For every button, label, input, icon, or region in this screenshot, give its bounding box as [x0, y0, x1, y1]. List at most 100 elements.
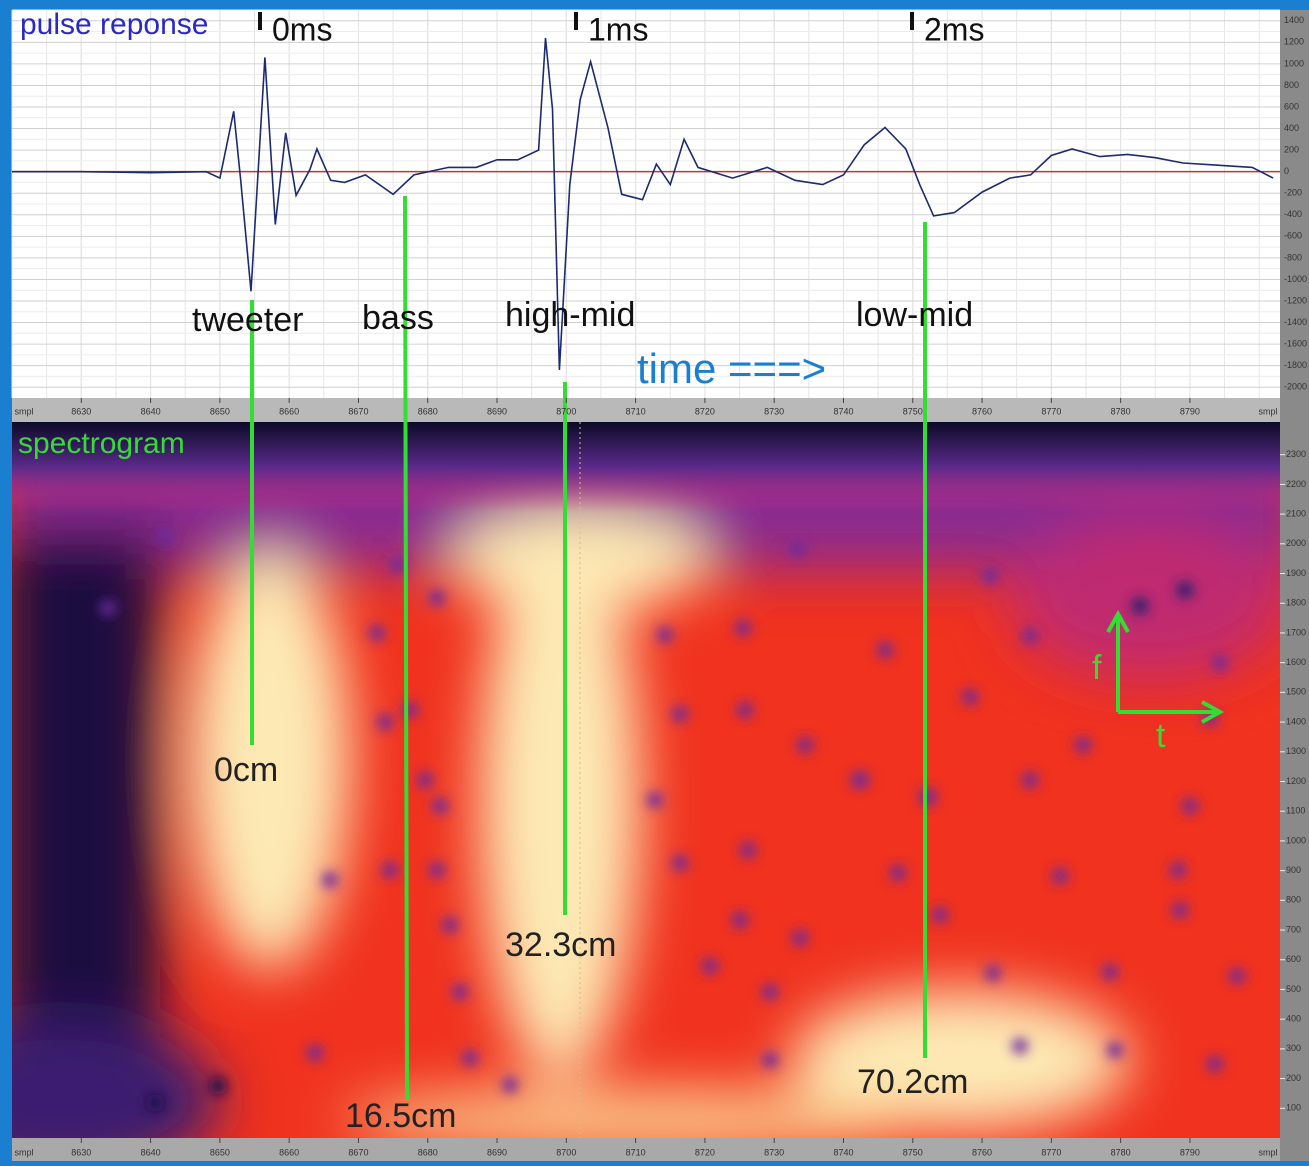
y-tick-label: -2000	[1284, 382, 1307, 392]
axis-t-label: t	[1156, 717, 1166, 755]
y-tick-label: 2100	[1286, 508, 1306, 518]
x-unit-label: smpl	[1258, 406, 1277, 416]
x-tick-label: 8710	[626, 1147, 646, 1157]
x-tick-label: 8630	[71, 406, 91, 416]
axis-f-label: f	[1092, 649, 1102, 687]
y-tick-label: 600	[1286, 954, 1301, 964]
y-tick-label: 1500	[1286, 687, 1306, 697]
x-unit-label: smpl	[1258, 1147, 1277, 1157]
distance-label: 32.3cm	[505, 926, 617, 964]
x-tick-label: 8750	[903, 1147, 923, 1157]
x-tick-label: 8650	[210, 1147, 230, 1157]
y-tick-label: -800	[1284, 252, 1302, 262]
distance-label: 0cm	[214, 751, 278, 789]
x-tick-label: 8770	[1041, 406, 1061, 416]
x-tick-label: 8640	[141, 1147, 161, 1157]
x-tick-label: 8690	[487, 406, 507, 416]
y-tick-label: -1000	[1284, 274, 1307, 284]
y-tick-label: 200	[1284, 144, 1299, 154]
driver-label: low-mid	[856, 296, 973, 334]
time-mark-label: 1ms	[588, 11, 648, 47]
y-tick-label: -600	[1284, 231, 1302, 241]
x-tick-label: 8680	[418, 406, 438, 416]
x-tick-label: 8660	[279, 1147, 299, 1157]
x-tick-label: 8700	[556, 406, 576, 416]
driver-label: tweeter	[192, 301, 304, 339]
y-tick-label: 700	[1286, 924, 1301, 934]
x-unit-label: smpl	[14, 1147, 33, 1157]
spectrogram-title: spectrogram	[18, 427, 185, 460]
y-tick-label: 1200	[1286, 776, 1306, 786]
x-tick-label: 8680	[418, 1147, 438, 1157]
y-tick-label: 0	[1284, 166, 1289, 176]
y-tick-label: 2000	[1286, 538, 1306, 548]
y-tick-label: 1200	[1284, 37, 1304, 47]
y-tick-label: 2200	[1286, 479, 1306, 489]
spectrogram-image	[0, 400, 1300, 1161]
y-tick-label: 200	[1286, 1073, 1301, 1083]
time-label: time ===>	[637, 345, 826, 392]
x-tick-label: 8730	[764, 406, 784, 416]
y-tick-label: -1600	[1284, 338, 1307, 348]
x-tick-label: 8670	[348, 406, 368, 416]
y-tick-label: 100	[1286, 1103, 1301, 1113]
driver-label: bass	[362, 299, 434, 337]
y-tick-label: 500	[1286, 984, 1301, 994]
x-tick-label: 8740	[833, 406, 853, 416]
distance-label: 16.5cm	[345, 1097, 457, 1135]
x-tick-label: 8760	[972, 406, 992, 416]
y-tick-label: -1400	[1284, 317, 1307, 327]
x-tick-label: 8700	[556, 1147, 576, 1157]
y-tick-label: 400	[1284, 123, 1299, 133]
x-unit-label: smpl	[14, 406, 33, 416]
y-tick-label: 300	[1286, 1043, 1301, 1053]
chart: f t pulse reponse spectrogram time ===> …	[0, 0, 1309, 1161]
x-tick-label: 8660	[279, 406, 299, 416]
x-tick-label: 8750	[903, 406, 923, 416]
x-tick-label: 8670	[348, 1147, 368, 1157]
distance-label: 70.2cm	[857, 1063, 969, 1101]
y-tick-label: 1400	[1284, 15, 1304, 25]
y-tick-label: 1700	[1286, 627, 1306, 637]
driver-label: high-mid	[505, 296, 635, 334]
y-tick-label: 1100	[1286, 806, 1305, 816]
x-tick-label: 8650	[210, 406, 230, 416]
y-tick-label: 400	[1286, 1014, 1301, 1024]
x-tick-label: 8720	[695, 406, 715, 416]
x-tick-label: 8630	[71, 1147, 91, 1157]
page: {"chart_data": { "type": "line", "title"…	[0, 0, 1309, 1161]
y-tick-label: 1400	[1286, 716, 1306, 726]
x-tick-label: 8710	[626, 406, 646, 416]
y-tick-label: 2300	[1286, 449, 1306, 459]
y-tick-label: 1000	[1286, 835, 1306, 845]
time-mark-label: 2ms	[924, 11, 984, 47]
y-tick-label: 1600	[1286, 657, 1306, 667]
x-tick-label: 8780	[1111, 1147, 1131, 1157]
x-tick-label: 8790	[1180, 406, 1200, 416]
x-tick-label: 8780	[1111, 406, 1131, 416]
y-tick-label: 1300	[1286, 746, 1306, 756]
y-tick-label: 1900	[1286, 568, 1306, 578]
x-tick-label: 8730	[764, 1147, 784, 1157]
y-tick-label: -200	[1284, 188, 1302, 198]
y-tick-label: 800	[1284, 80, 1299, 90]
y-tick-label: 800	[1286, 895, 1301, 905]
y-tick-label: 900	[1286, 865, 1301, 875]
x-tick-label: 8790	[1180, 1147, 1200, 1157]
x-tick-label: 8770	[1041, 1147, 1061, 1157]
x-tick-label: 8760	[972, 1147, 992, 1157]
chart-title: pulse reponse	[20, 8, 208, 41]
y-tick-label: -1800	[1284, 360, 1307, 370]
y-tick-label: -400	[1284, 209, 1302, 219]
x-axis-strip	[12, 398, 1280, 422]
x-tick-label: 8690	[487, 1147, 507, 1157]
time-mark-label: 0ms	[272, 11, 332, 47]
y-tick-label: 1000	[1284, 58, 1304, 68]
y-tick-label: 600	[1284, 101, 1299, 111]
x-tick-label: 8720	[695, 1147, 715, 1157]
y-tick-label: 1800	[1286, 598, 1306, 608]
x-tick-label: 8640	[141, 406, 161, 416]
y-tick-label: -1200	[1284, 295, 1307, 305]
x-axis-strip-bottom	[12, 1138, 1280, 1161]
x-tick-label: 8740	[833, 1147, 853, 1157]
